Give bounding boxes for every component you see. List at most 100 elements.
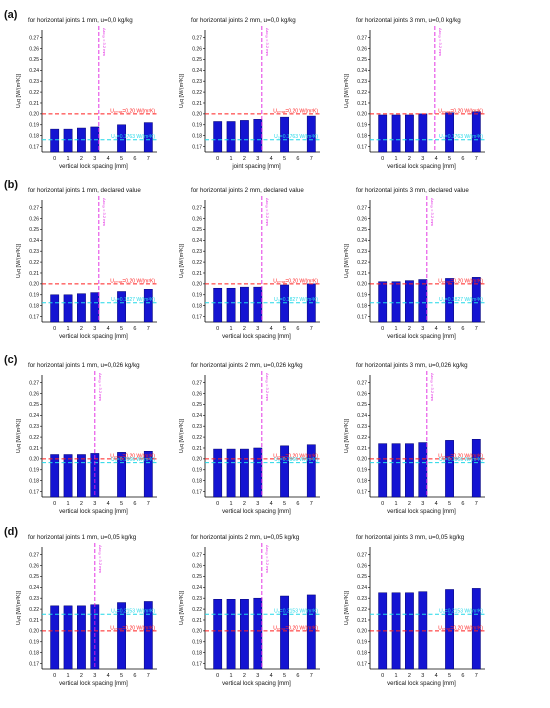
y-tick-label: 0.22 [29, 90, 39, 96]
y-tick-label: 0.25 [357, 57, 367, 63]
x-tick-label: 6 [461, 501, 464, 507]
reference-line-label: U₀=0.1966 W/(m²K) [111, 457, 155, 463]
bar [226, 599, 236, 670]
reference-line-label: U₀=0.1827 W/(m²K) [439, 297, 483, 303]
x-tick-label: 3 [421, 501, 424, 507]
reference-line-label: Uₒₘₐₓ=0.20 W/(m²K) [110, 108, 155, 114]
y-tick-label: 0.27 [357, 35, 367, 41]
y-tick-label: 0.26 [29, 46, 39, 52]
y-tick-label: 0.24 [357, 413, 367, 419]
x-axis-label: vertical lock spacing [mm] [59, 681, 128, 687]
marker-label: Δxₘₐₓ = 3.2 mm [265, 28, 270, 57]
x-tick-label: 6 [461, 156, 464, 162]
chart-panel-5: for horizontal joints 2 mm, declared val… [179, 187, 320, 340]
reference-line-label: Uₒₘₐₓ=0.20 W/(m²K) [110, 453, 155, 459]
x-tick-label: 0 [53, 673, 56, 679]
bar [378, 281, 388, 323]
x-tick-label: 4 [107, 673, 110, 679]
reference-line-label: U₀=0.1763 W/(m²K) [439, 134, 483, 140]
marker-label: Δxₘₐₓ = 3.2 mm [430, 373, 435, 402]
y-axis-label: Uₑq [W/(m²K)] [344, 73, 350, 108]
x-tick-label: 0 [381, 326, 384, 332]
x-tick-label: 1 [230, 156, 233, 162]
chart-title: for horizontal joints 1 mm, u=0,05 kg/kg [28, 534, 137, 541]
x-tick-label: 0 [216, 501, 219, 507]
x-axis-label: vertical lock spacing [mm] [59, 334, 128, 340]
y-tick-label: 0.25 [357, 402, 367, 408]
x-tick-label: 2 [408, 326, 411, 332]
bar [143, 122, 153, 153]
marker-label: Δxₘₐₓ = 3.2 mm [98, 373, 103, 402]
bar [77, 605, 86, 670]
x-tick-label: 5 [448, 673, 451, 679]
bar [280, 284, 289, 323]
y-tick-label: 0.20 [357, 457, 367, 463]
x-tick-label: 6 [461, 326, 464, 332]
x-tick-label: 3 [421, 673, 424, 679]
chart-panel-3: for horizontal joints 3 mm, u=0,0 kg/kg 0… [344, 17, 485, 170]
bar [445, 112, 454, 153]
x-tick-label: 5 [448, 501, 451, 507]
y-tick-label: 0.21 [192, 446, 202, 452]
chart-title: for horizontal joints 3 mm, u=0,05 kg/kg [356, 534, 465, 541]
bar [213, 287, 223, 323]
bar [90, 292, 100, 323]
x-tick-label: 0 [381, 156, 384, 162]
y-tick-label: 0.22 [357, 90, 367, 96]
bar [391, 281, 401, 323]
x-tick-label: 1 [67, 673, 70, 679]
x-tick-label: 2 [243, 501, 246, 507]
y-tick-label: 0.24 [192, 585, 202, 591]
y-tick-label: 0.23 [357, 424, 367, 430]
y-tick-label: 0.20 [192, 282, 202, 288]
y-tick-label: 0.18 [357, 650, 367, 656]
x-tick-label: 1 [395, 501, 398, 507]
y-tick-label: 0.27 [357, 380, 367, 386]
y-tick-label: 0.17 [192, 314, 202, 320]
bar [77, 454, 86, 498]
y-axis-label: Uₑq [W/(m²K)] [179, 73, 185, 108]
bar [391, 114, 401, 153]
x-tick-label: 3 [93, 156, 96, 162]
x-tick-label: 7 [147, 326, 150, 332]
y-tick-label: 0.25 [192, 227, 202, 233]
y-tick-label: 0.25 [29, 402, 39, 408]
bar [378, 114, 388, 153]
y-tick-label: 0.19 [29, 468, 39, 474]
reference-line-label: U₀=0.1966 W/(m²K) [439, 457, 483, 463]
y-tick-label: 0.24 [357, 238, 367, 244]
x-tick-label: 3 [421, 156, 424, 162]
chart-panel-7: for horizontal joints 1 mm, u=0,026 kg/k… [16, 362, 157, 515]
y-tick-label: 0.26 [192, 391, 202, 397]
reference-line-label: Uₒₘₐₓ=0.20 W/(m²K) [110, 625, 155, 631]
y-tick-label: 0.19 [192, 123, 202, 129]
x-tick-label: 4 [270, 673, 273, 679]
x-tick-label: 5 [283, 156, 286, 162]
bar [50, 294, 60, 323]
x-tick-label: 6 [133, 501, 136, 507]
y-tick-label: 0.26 [192, 563, 202, 569]
y-tick-label: 0.23 [192, 79, 202, 85]
y-tick-label: 0.23 [192, 596, 202, 602]
x-tick-label: 2 [80, 156, 83, 162]
bar [280, 116, 289, 153]
x-tick-label: 5 [283, 673, 286, 679]
bar [253, 119, 263, 153]
x-tick-label: 4 [107, 501, 110, 507]
y-tick-label: 0.25 [29, 57, 39, 63]
bar [253, 286, 263, 323]
reference-line-label: U₀=0.1763 W/(m²K) [274, 134, 318, 140]
y-tick-label: 0.19 [29, 640, 39, 646]
bar [63, 454, 73, 498]
chart-panel-8: for horizontal joints 2 mm, u=0,026 kg/k… [179, 362, 320, 515]
bar [117, 602, 126, 670]
y-tick-label: 0.25 [192, 57, 202, 63]
x-tick-label: 6 [296, 156, 299, 162]
row-label-a: (a) [4, 9, 18, 21]
bar [50, 605, 60, 670]
x-tick-label: 1 [230, 326, 233, 332]
x-axis-label: vertical lock spacing [mm] [222, 681, 291, 687]
chart-panel-10: for horizontal joints 1 mm, u=0,05 kg/kg… [16, 534, 157, 687]
y-tick-label: 0.27 [29, 205, 39, 211]
